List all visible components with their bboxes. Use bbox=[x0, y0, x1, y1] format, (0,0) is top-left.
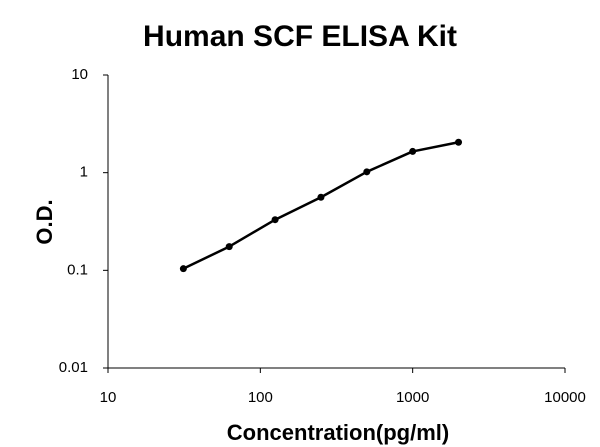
y-tick-label: 0.1 bbox=[67, 261, 88, 278]
y-axis-label: O.D. bbox=[32, 199, 57, 244]
data-point bbox=[409, 147, 417, 155]
data-point bbox=[455, 138, 463, 146]
x-tick-label: 100 bbox=[248, 389, 273, 406]
data-point bbox=[271, 216, 279, 224]
chart-title: Human SCF ELISA Kit bbox=[143, 20, 457, 53]
y-tick-label: 1 bbox=[80, 164, 88, 181]
data-point bbox=[317, 193, 325, 201]
x-tick-label: 10 bbox=[100, 389, 117, 406]
x-axis-label: Concentration(pg/ml) bbox=[227, 420, 449, 445]
data-point bbox=[179, 265, 187, 273]
y-tick-label: 0.01 bbox=[59, 359, 88, 376]
y-tick-label: 10 bbox=[71, 66, 88, 83]
data-point bbox=[363, 168, 371, 176]
x-tick-label: 1000 bbox=[396, 389, 429, 406]
curve bbox=[182, 140, 459, 270]
x-tick-label: 10000 bbox=[544, 389, 586, 406]
data-point bbox=[225, 243, 233, 251]
